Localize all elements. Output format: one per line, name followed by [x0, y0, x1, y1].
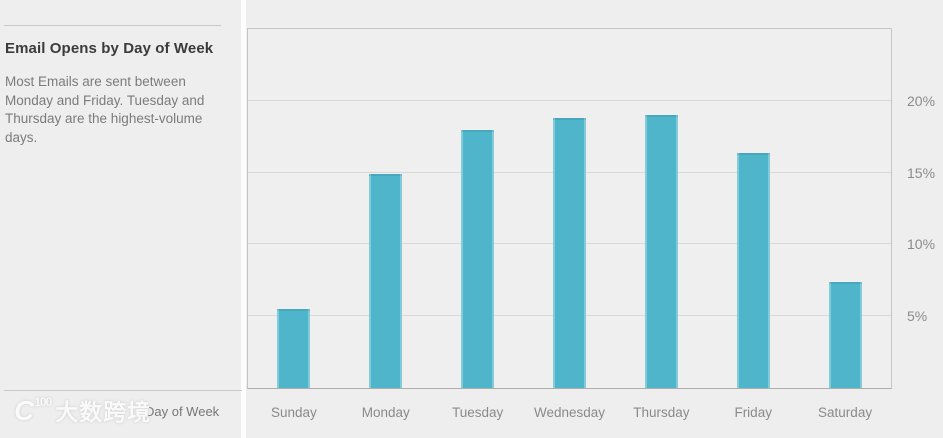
bar-monday [369, 174, 403, 388]
watermark: C100 大数跨境 [14, 393, 151, 433]
x-axis-caption: Day of Week [145, 404, 220, 419]
y-tick-label: 20% [907, 92, 936, 109]
gridline [248, 99, 891, 101]
watermark-logo-superscript: 100 [34, 395, 52, 409]
sidebar-top-rule [4, 25, 221, 26]
y-axis: 5% 10% 15% 20% [892, 28, 943, 391]
bar-friday [736, 152, 770, 388]
x-tick-label: Monday [361, 405, 410, 420]
watermark-brand-text: 大数跨境 [55, 399, 152, 425]
sidebar: Email Opens by Day of Week Most Emails a… [4, 0, 242, 438]
x-tick-label: Thursday [633, 405, 690, 420]
x-axis: Sunday Monday Tuesday Wednesday Thursday Frid… [247, 405, 892, 427]
y-tick-label: 5% [907, 308, 928, 325]
bar-thursday [644, 115, 678, 388]
chart-description: Most Emails are sent between Monday and … [5, 74, 205, 145]
watermark-logo-icon: C [14, 395, 35, 426]
x-tick-label: Tuesday [452, 405, 504, 420]
chart-title: Email Opens by Day of Week [5, 40, 214, 57]
x-tick-label: Sunday [271, 405, 317, 420]
panel-divider [241, 0, 246, 438]
plot-area [247, 28, 892, 389]
bar-tuesday [461, 129, 495, 388]
sidebar-bottom-rule [4, 390, 242, 391]
x-tick-label: Saturday [818, 405, 873, 420]
bar-sunday [277, 309, 311, 388]
x-tick-label: Wednesday [533, 405, 606, 420]
y-tick-label: 15% [907, 164, 936, 181]
y-tick-label: 10% [907, 236, 936, 253]
bar-saturday [828, 281, 862, 388]
bar-wednesday [553, 118, 586, 388]
x-tick-label: Friday [734, 405, 772, 420]
